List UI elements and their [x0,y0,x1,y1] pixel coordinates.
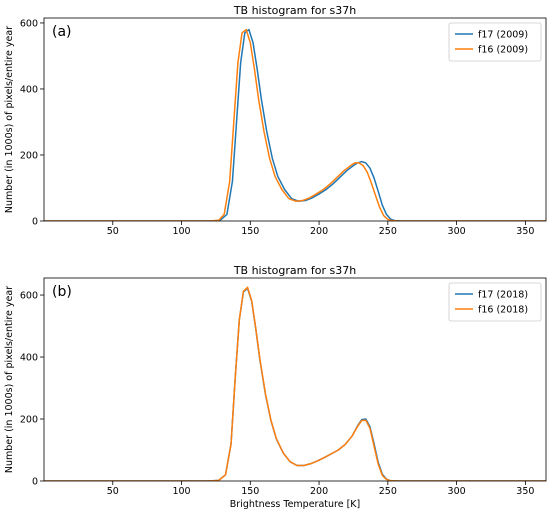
y-axis-label: Number (in 1000s) of pixels/entire year [4,286,15,473]
y-tick-label: 0 [32,477,38,488]
chart-title: TB histogram for s37h [233,264,356,277]
y-tick-label: 200 [20,150,38,161]
chart-panel-a: TB histogram for s37h Number (in 1000s) o… [4,4,547,237]
x-tick-label: 300 [448,226,466,237]
x-tick-label: 250 [379,486,397,497]
x-tick-label: 50 [107,226,119,237]
panel-label: (b) [52,284,72,300]
panel-label: (a) [52,24,72,40]
y-tick-label: 400 [20,84,38,95]
y-tick-label: 200 [20,415,38,426]
x-tick-label: 250 [379,226,397,237]
plot-frame [43,17,547,222]
y-tick-label: 400 [20,353,38,364]
x-tick-label: 350 [516,486,534,497]
series-line-f17 [44,28,546,221]
y-tick-label: 0 [32,217,38,228]
legend-entry: f16 (2009) [478,45,528,56]
x-tick-label: 100 [172,226,190,237]
y-tick-label: 600 [20,291,38,302]
x-tick-label: 200 [310,486,328,497]
legend-box [448,282,542,322]
x-tick-label: 150 [241,226,259,237]
y-axis-label: Number (in 1000s) of pixels/entire year [4,26,15,213]
legend-entry: f17 (2009) [478,30,528,41]
x-tick-label: 150 [241,486,259,497]
x-tick-label: 200 [310,226,328,237]
chart-title: TB histogram for s37h [233,4,356,17]
legend-box [448,22,542,62]
x-axis-label: Brightness Temperature [K] [230,499,360,510]
x-tick-label: 50 [107,486,119,497]
chart-panel-b: TB histogram for s37h Number (in 1000s) o… [4,264,547,510]
legend-entry: f16 (2018) [478,305,528,316]
x-tick-label: 300 [448,486,466,497]
plot-frame [43,277,547,482]
legend-entry: f17 (2018) [478,290,528,301]
series-line-f16 [44,286,546,481]
series-line-f16 [44,28,546,221]
x-tick-label: 100 [172,486,190,497]
x-tick-label: 350 [516,226,534,237]
y-tick-label: 600 [20,18,38,29]
